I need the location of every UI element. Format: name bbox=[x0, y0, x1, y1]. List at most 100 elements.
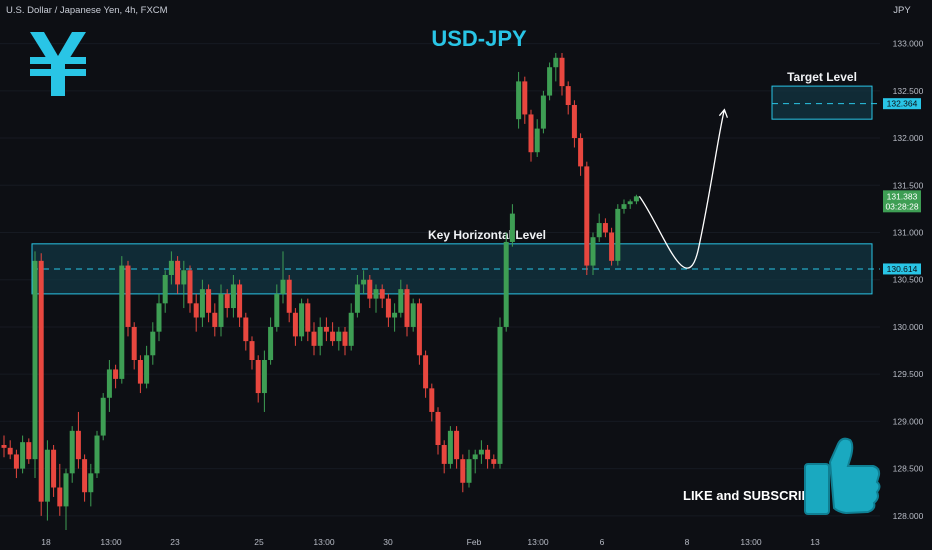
candle-body bbox=[429, 388, 435, 412]
candle-body bbox=[113, 369, 119, 379]
candle-body bbox=[181, 270, 187, 285]
thumbs-up-icon[interactable] bbox=[804, 437, 881, 515]
candle-body bbox=[212, 312, 218, 327]
projection-arrowhead bbox=[718, 108, 729, 118]
candle-body bbox=[206, 289, 212, 313]
candle-body bbox=[106, 369, 112, 398]
candle-body bbox=[144, 355, 150, 384]
candle-body bbox=[150, 331, 156, 356]
candle-body bbox=[13, 454, 19, 469]
candle-body bbox=[410, 303, 416, 327]
time-tick-label: 13:00 bbox=[527, 537, 549, 547]
candle-body bbox=[218, 293, 224, 327]
price-tick-label: 128.000 bbox=[893, 511, 924, 521]
key-price-tag: 130.614 bbox=[883, 263, 921, 275]
candle-body bbox=[224, 293, 230, 309]
candle-body bbox=[361, 279, 367, 285]
candle-body bbox=[348, 312, 354, 346]
price-axis[interactable]: 133.000 132.500 132.000 131.500 131.000 130.5… bbox=[893, 39, 924, 521]
candle-body bbox=[1, 445, 7, 448]
candle-body bbox=[230, 284, 236, 309]
candle-body bbox=[249, 341, 255, 360]
candle-body bbox=[280, 279, 286, 294]
candle-body bbox=[94, 435, 100, 474]
candle-body bbox=[423, 355, 429, 389]
candle-body bbox=[125, 265, 131, 327]
yen-icon bbox=[30, 32, 86, 96]
candle-body bbox=[596, 223, 602, 238]
candle-body bbox=[26, 442, 32, 460]
candle-body bbox=[435, 411, 441, 445]
price-tick-label: 130.500 bbox=[893, 275, 924, 285]
currency-label: JPY bbox=[893, 5, 911, 16]
candle-body bbox=[447, 430, 453, 464]
candle-body bbox=[609, 232, 615, 261]
candle-body bbox=[553, 57, 559, 68]
candle-body bbox=[255, 360, 261, 394]
candle-body bbox=[441, 445, 447, 464]
projection-arrow bbox=[638, 109, 726, 269]
candle-body bbox=[75, 430, 81, 460]
candles bbox=[1, 53, 639, 530]
candle-body bbox=[472, 454, 478, 460]
candle-body bbox=[398, 289, 404, 313]
candle-body bbox=[460, 459, 466, 483]
like-subscribe-text[interactable]: LIKE and SUBSCRIBE bbox=[683, 488, 820, 503]
candle-body bbox=[354, 284, 360, 313]
candle-body bbox=[478, 449, 484, 455]
candle-body bbox=[466, 459, 472, 483]
candle-body bbox=[627, 201, 633, 205]
target-level-label: Target Level bbox=[787, 70, 857, 84]
target-price-tag: 132.364 bbox=[883, 98, 921, 110]
candle-body bbox=[379, 289, 385, 299]
candle-body bbox=[38, 260, 44, 502]
candle-body bbox=[571, 105, 577, 139]
candle-body bbox=[323, 326, 329, 332]
candle-body bbox=[584, 166, 590, 266]
candle-body bbox=[243, 317, 249, 342]
price-tick-label: 133.000 bbox=[893, 39, 924, 49]
candle-body bbox=[311, 331, 317, 346]
candle-body bbox=[51, 449, 57, 488]
candle-body bbox=[69, 430, 75, 474]
candle-body bbox=[454, 430, 460, 460]
candle-body bbox=[342, 331, 348, 346]
time-tick-label: 6 bbox=[600, 537, 605, 547]
candle-body bbox=[385, 298, 391, 318]
target-zone bbox=[771, 85, 873, 120]
candle-body bbox=[336, 331, 342, 342]
candle-body bbox=[392, 312, 398, 318]
candle-body bbox=[491, 459, 497, 464]
candle-body bbox=[373, 289, 379, 299]
candle-body bbox=[540, 95, 546, 129]
time-tick-label: 13:00 bbox=[100, 537, 122, 547]
candle-body bbox=[261, 360, 267, 394]
key-level-label: Key Horizontal Level bbox=[428, 228, 546, 242]
price-tick-label: 131.000 bbox=[893, 228, 924, 238]
price-tick-label: 129.500 bbox=[893, 369, 924, 379]
candle-body bbox=[547, 67, 553, 96]
candle-body bbox=[268, 326, 274, 360]
candle-body bbox=[88, 473, 94, 493]
candle-body bbox=[565, 86, 571, 105]
price-tick-label: 132.500 bbox=[893, 86, 924, 96]
candle-body bbox=[237, 284, 243, 318]
time-tick-label: 8 bbox=[685, 537, 690, 547]
candle-body bbox=[330, 331, 336, 342]
candle-body bbox=[20, 442, 26, 469]
candle-body bbox=[615, 208, 621, 261]
candle-body bbox=[317, 326, 323, 346]
candle-body bbox=[156, 303, 162, 332]
candle-body bbox=[633, 196, 639, 202]
candle-body bbox=[299, 303, 305, 337]
time-tick-label: 18 bbox=[41, 537, 51, 547]
time-tick-label: 13:00 bbox=[740, 537, 762, 547]
candle-body bbox=[292, 312, 298, 337]
time-axis[interactable]: 18 13:00 23 25 13:00 30 Feb 13:00 6 8 13:00 13 bbox=[41, 537, 820, 547]
svg-text:130.614: 130.614 bbox=[887, 264, 918, 274]
candle-body bbox=[119, 265, 125, 379]
chart-title: USD-JPY bbox=[431, 26, 527, 51]
candle-body bbox=[534, 128, 540, 153]
candle-body bbox=[559, 57, 565, 87]
